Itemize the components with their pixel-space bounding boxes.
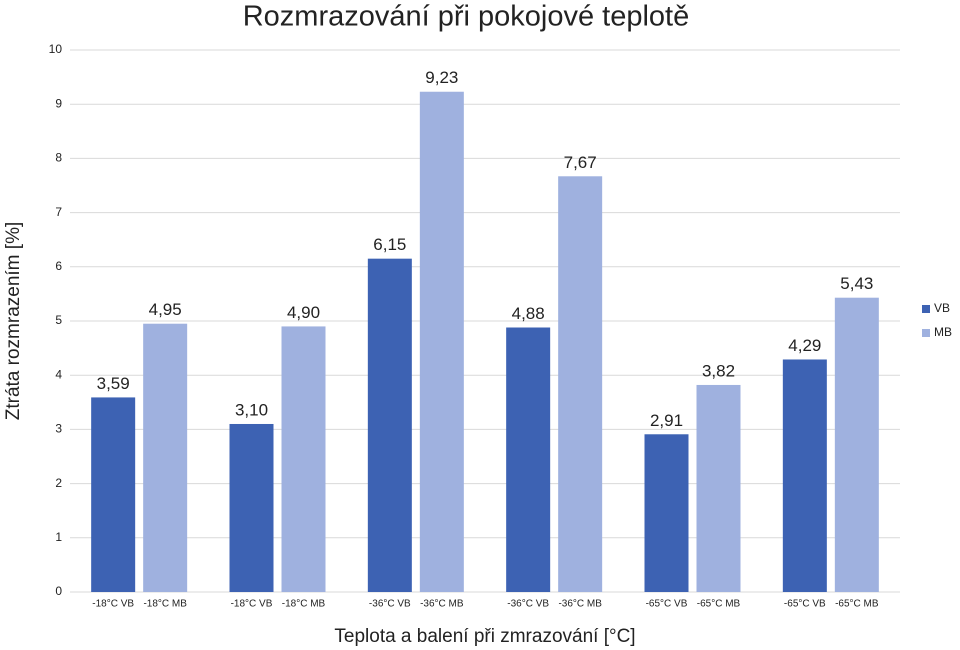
bar: [834, 297, 879, 592]
legend-label: MB: [934, 325, 952, 339]
value-label: 5,43: [840, 274, 873, 293]
bar: [506, 327, 551, 592]
y-tick-label: 7: [55, 205, 62, 219]
y-tick-label: 1: [55, 530, 62, 544]
y-tick-label: 4: [55, 367, 62, 381]
bar: [91, 397, 136, 592]
legend-swatch: [922, 305, 930, 313]
x-axis-label: Teplota a balení při zmrazování [°C]: [334, 626, 635, 647]
x-tick-label: -18°C MB: [143, 599, 187, 610]
bar: [782, 359, 827, 592]
value-label: 3,10: [235, 400, 268, 419]
value-label: 4,88: [512, 304, 545, 323]
value-label: 3,59: [97, 374, 130, 393]
y-tick-label: 5: [55, 313, 62, 327]
value-label: 4,95: [149, 300, 182, 319]
legend-label: VB: [934, 301, 950, 315]
x-tick-label: -65°C MB: [835, 599, 879, 610]
bar: [696, 384, 741, 592]
legend-swatch: [922, 329, 930, 337]
bar: [229, 423, 274, 592]
x-tick-label: -18°C VB: [92, 599, 134, 610]
value-label: 4,90: [287, 303, 320, 322]
x-tick-label: -36°C MB: [420, 599, 464, 610]
value-label: 6,15: [373, 235, 406, 254]
x-tick-label: -65°C VB: [646, 599, 688, 610]
x-tick-label: -65°C VB: [784, 599, 826, 610]
y-tick-label: 2: [55, 476, 62, 490]
value-label: 4,29: [788, 336, 821, 355]
value-label: 9,23: [425, 68, 458, 87]
bar: [281, 326, 326, 592]
x-tick-label: -18°C VB: [231, 599, 273, 610]
bar: [419, 91, 464, 592]
bar: [644, 434, 689, 592]
bar: [367, 258, 412, 592]
x-tick-label: -36°C VB: [369, 599, 411, 610]
value-label: 2,91: [650, 411, 683, 430]
value-label: 3,82: [702, 361, 735, 380]
y-axis-label: Ztráta rozmrazením [%]: [3, 222, 24, 421]
x-tick-label: -36°C MB: [558, 599, 602, 610]
bar: [143, 323, 188, 592]
x-tick-label: -18°C MB: [282, 599, 326, 610]
chart-title: Rozmrazování při pokojové teplotě: [243, 1, 690, 33]
y-tick-label: 8: [55, 151, 62, 165]
y-tick-label: 3: [55, 422, 62, 436]
y-tick-label: 10: [49, 42, 63, 56]
value-label: 7,67: [564, 153, 597, 172]
x-tick-label: -65°C MB: [697, 599, 741, 610]
bar: [558, 176, 603, 592]
y-tick-label: 6: [55, 259, 62, 273]
y-tick-label: 9: [55, 96, 62, 110]
y-tick-label: 0: [55, 584, 62, 598]
x-tick-label: -36°C VB: [507, 599, 549, 610]
